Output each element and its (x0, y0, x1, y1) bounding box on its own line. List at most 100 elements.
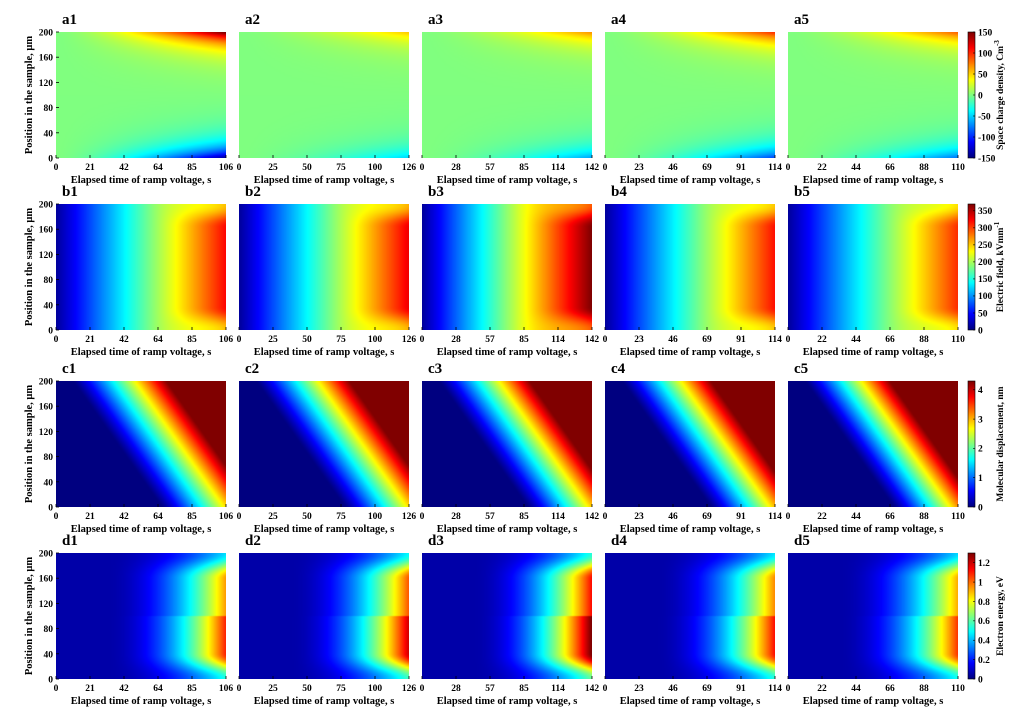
y-tick-label: 120 (39, 79, 54, 89)
colorbar-tick-label: -100 (978, 133, 996, 143)
x-tick-label: 66 (885, 335, 895, 345)
x-tick-label: 66 (885, 163, 895, 173)
x-tick-label: 114 (551, 512, 565, 522)
colorbar-tick-label: 150 (978, 28, 993, 38)
panel-label: c1 (62, 361, 76, 377)
heatmap-d5 (788, 553, 958, 679)
x-tick-label: 106 (219, 163, 234, 173)
colorbar-tick-label: 350 (978, 207, 993, 217)
x-axis-label: Elapsed time of ramp voltage, s (803, 524, 944, 535)
x-tick-label: 0 (237, 163, 242, 173)
y-axis-label: Position in the sample, μm (24, 385, 35, 504)
panel-a3: a3 0 28 57 85 114 142 Elapsed time of ramp volt… (420, 12, 600, 186)
x-tick-label: 0 (420, 335, 425, 345)
colorbar-label: Electron energy, eV (996, 576, 1006, 656)
panel-c2: c2 0 25 50 75 100 126 Elapsed time of ramp volt… (237, 361, 417, 535)
x-tick-label: 85 (519, 163, 529, 173)
x-tick-label: 142 (585, 335, 600, 345)
x-tick-label: 75 (336, 684, 346, 694)
colorbar-tick-label: 0.8 (978, 598, 990, 608)
panel-label: d4 (611, 533, 627, 549)
colorbar-tick-label: 1 (978, 578, 983, 588)
panel-label: b4 (611, 184, 627, 200)
x-tick-label: 91 (736, 163, 746, 173)
colorbar-tick-label: 50 (978, 70, 988, 80)
heatmap-c2 (239, 381, 409, 507)
panel-label: a2 (245, 12, 260, 28)
x-tick-label: 91 (736, 512, 746, 522)
heatmap-b4 (605, 204, 775, 330)
y-tick-label: 200 (39, 201, 54, 211)
x-tick-label: 50 (302, 684, 312, 694)
panel-a4: a4 0 23 46 69 91 114 Elapsed time of ramp volta… (603, 12, 782, 186)
panel-b5: b5 0 22 44 66 88 110 Elapsed time of ramp volta… (786, 184, 965, 358)
x-tick-label: 88 (919, 163, 929, 173)
x-tick-label: 106 (219, 512, 234, 522)
x-tick-label: 110 (951, 163, 965, 173)
y-tick-label: 120 (39, 600, 54, 610)
x-tick-label: 85 (519, 512, 529, 522)
x-tick-label: 106 (219, 335, 234, 345)
x-axis-label: Elapsed time of ramp voltage, s (803, 347, 944, 358)
x-tick-label: 100 (368, 335, 383, 345)
x-tick-label: 85 (187, 335, 197, 345)
x-tick-label: 57 (485, 684, 495, 694)
heatmap-a4 (605, 32, 775, 158)
x-axis-label: Elapsed time of ramp voltage, s (71, 524, 212, 535)
colorbar-c: 4 3 2 1 0 Molecular displacement, nm (967, 380, 1006, 513)
x-tick-label: 85 (519, 684, 529, 694)
colorbar-b: 350 300 250 200 150 100 50 0 Electric field, kVm… (967, 203, 1006, 336)
x-tick-label: 21 (85, 163, 95, 173)
heatmap-d2 (239, 553, 409, 679)
colorbar-tick-label: 100 (978, 292, 993, 302)
heatmap-d1 (56, 553, 226, 679)
x-tick-label: 28 (451, 684, 461, 694)
panel-label: b5 (794, 184, 810, 200)
x-tick-label: 114 (768, 335, 782, 345)
x-tick-label: 0 (420, 512, 425, 522)
y-tick-label: 120 (39, 251, 54, 261)
x-tick-label: 110 (951, 512, 965, 522)
colorbar-frame (967, 203, 976, 331)
x-tick-label: 69 (702, 335, 712, 345)
x-axis-label: Elapsed time of ramp voltage, s (437, 524, 578, 535)
colorbar-tick-label: -50 (978, 112, 991, 122)
y-tick-label: 40 (44, 650, 54, 660)
x-tick-label: 64 (153, 335, 163, 345)
colorbar-label: Electric field, kVmm-1 (993, 221, 1006, 312)
colorbar-gradient (968, 204, 975, 330)
heatmap-b1 (56, 204, 226, 330)
panel-label: c2 (245, 361, 259, 377)
y-tick-label: 0 (48, 155, 53, 165)
y-tick-label: 200 (39, 378, 54, 388)
heatmap-b5 (788, 204, 958, 330)
y-tick-label: 40 (44, 129, 54, 139)
x-tick-label: 57 (485, 163, 495, 173)
x-axis-label: Elapsed time of ramp voltage, s (437, 175, 578, 186)
x-tick-label: 22 (817, 684, 827, 694)
x-tick-label: 142 (585, 684, 600, 694)
panel-c1: c1 0 21 42 64 85 106 Elapsed time of ramp volta… (24, 361, 233, 535)
x-axis-label: Elapsed time of ramp voltage, s (254, 347, 395, 358)
colorbar-frame (967, 552, 976, 680)
panel-a1: a1 0 21 42 64 85 106 Elapsed time of ramp volta… (24, 12, 233, 186)
x-tick-label: 57 (485, 512, 495, 522)
x-tick-label: 23 (634, 684, 644, 694)
x-tick-label: 57 (485, 335, 495, 345)
heatmap-a3 (422, 32, 592, 158)
colorbar-tick-label: 200 (978, 258, 993, 268)
panel-label: a1 (62, 12, 77, 28)
panel-label: c3 (428, 361, 442, 377)
x-tick-label: 66 (885, 512, 895, 522)
x-tick-label: 50 (302, 335, 312, 345)
colorbar-tick-label: 0 (978, 675, 983, 685)
colorbar-tick-label: 0.4 (978, 637, 990, 647)
x-tick-label: 46 (668, 163, 678, 173)
y-tick-label: 40 (44, 478, 54, 488)
x-tick-label: 28 (451, 163, 461, 173)
colorbar-gradient (968, 553, 975, 679)
x-tick-label: 88 (919, 335, 929, 345)
x-tick-label: 106 (219, 684, 234, 694)
